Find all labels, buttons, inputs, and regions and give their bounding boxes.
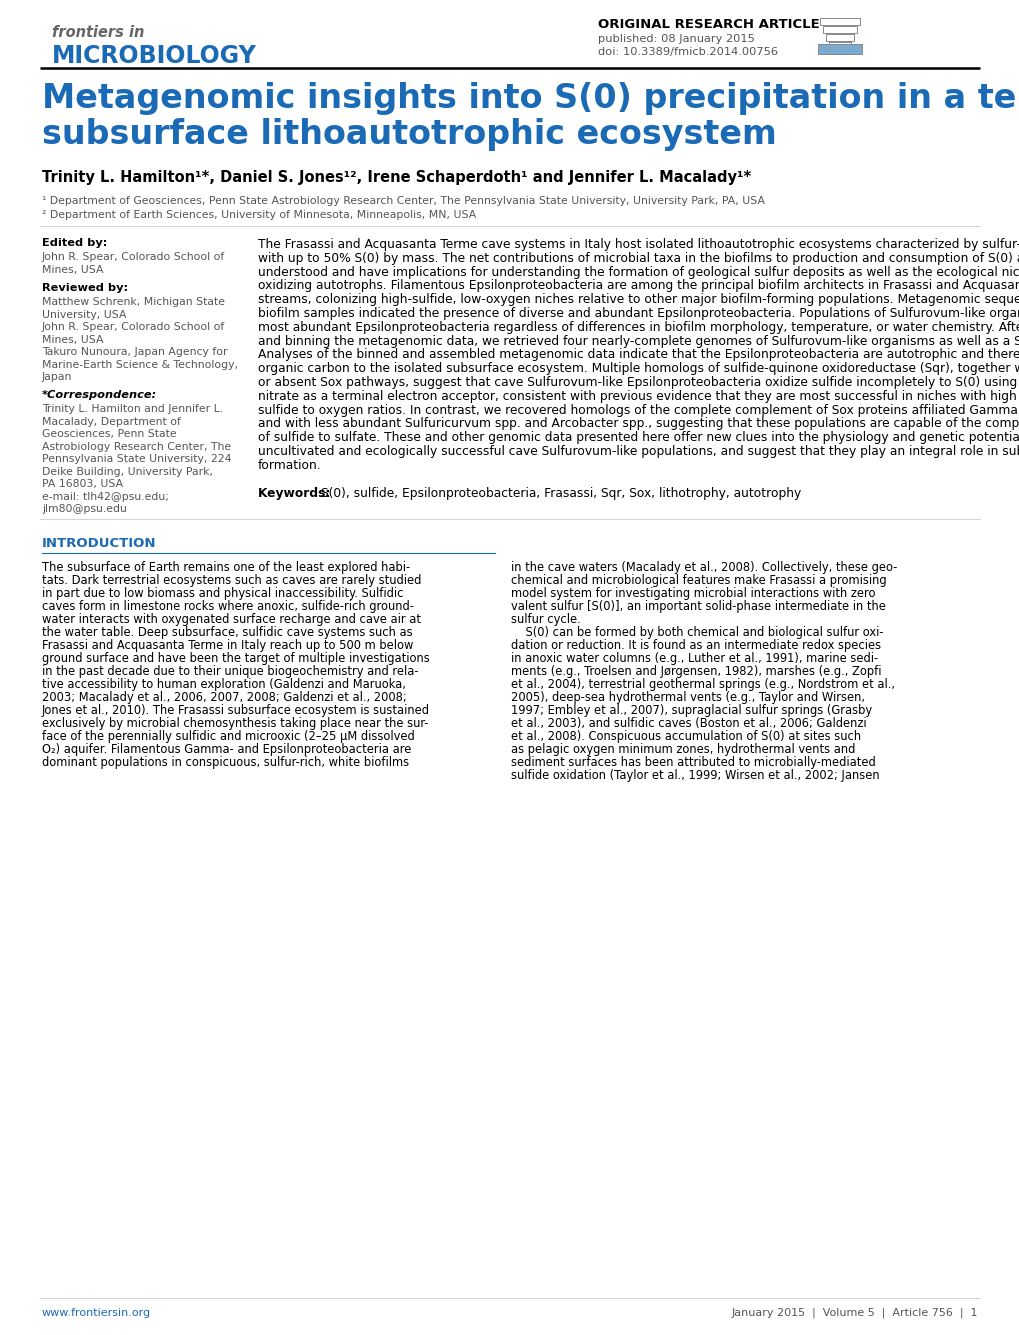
Text: Trinity L. Hamilton¹*, Daniel S. Jones¹², Irene Schaperdoth¹ and Jennifer L. Mac: Trinity L. Hamilton¹*, Daniel S. Jones¹²… (42, 170, 751, 186)
Text: jlm80@psu.edu: jlm80@psu.edu (42, 505, 126, 514)
Text: most abundant Epsilonproteobacteria regardless of differences in biofilm morphol: most abundant Epsilonproteobacteria rega… (258, 320, 1019, 334)
Bar (822, 25, 856, 33)
Text: sulfide oxidation (Taylor et al., 1999; Wirsen et al., 2002; Jansen: sulfide oxidation (Taylor et al., 1999; … (511, 769, 878, 781)
Text: Geosciences, Penn State: Geosciences, Penn State (42, 430, 176, 439)
Text: sediment surfaces has been attributed to microbially-mediated: sediment surfaces has been attributed to… (511, 756, 875, 769)
Text: Mines, USA: Mines, USA (42, 264, 103, 275)
Text: ² Department of Earth Sciences, University of Minnesota, Minneapolis, MN, USA: ² Department of Earth Sciences, Universi… (42, 210, 476, 220)
Text: understood and have implications for understanding the formation of geological s: understood and have implications for und… (258, 266, 1019, 279)
Text: of sulfide to sulfate. These and other genomic data presented here offer new clu: of sulfide to sulfate. These and other g… (258, 431, 1019, 445)
Text: oxidizing autotrophs. Filamentous Epsilonproteobacteria are among the principal : oxidizing autotrophs. Filamentous Epsilo… (258, 279, 1019, 292)
Text: S(0) can be formed by both chemical and biological sulfur oxi-: S(0) can be formed by both chemical and … (511, 626, 882, 638)
Bar (825, 33, 853, 41)
Text: valent sulfur [S(0)], an important solid-phase intermediate in the: valent sulfur [S(0)], an important solid… (511, 599, 886, 613)
Bar (817, 44, 861, 53)
Text: John R. Spear, Colorado School of: John R. Spear, Colorado School of (42, 322, 225, 332)
Text: e-mail: tlh42@psu.edu;: e-mail: tlh42@psu.edu; (42, 493, 169, 502)
Text: in the past decade due to their unique biogeochemistry and rela-: in the past decade due to their unique b… (42, 665, 418, 678)
Text: Trinity L. Hamilton and Jennifer L.: Trinity L. Hamilton and Jennifer L. (42, 405, 223, 414)
Text: doi: 10.3389/fmicb.2014.00756: doi: 10.3389/fmicb.2014.00756 (597, 47, 777, 57)
Text: in the cave waters (Macalady et al., 2008). Collectively, these geo-: in the cave waters (Macalady et al., 200… (511, 561, 897, 574)
Text: subsurface lithoautotrophic ecosystem: subsurface lithoautotrophic ecosystem (42, 117, 776, 151)
Text: January 2015  |  Volume 5  |  Article 756  |  1: January 2015 | Volume 5 | Article 756 | … (731, 1308, 977, 1319)
Bar (828, 41, 850, 49)
Text: PA 16803, USA: PA 16803, USA (42, 479, 123, 490)
Text: ORIGINAL RESEARCH ARTICLE: ORIGINAL RESEARCH ARTICLE (597, 17, 819, 31)
Text: frontiers in: frontiers in (52, 25, 145, 40)
Text: ¹ Department of Geosciences, Penn State Astrobiology Research Center, The Pennsy: ¹ Department of Geosciences, Penn State … (42, 196, 764, 206)
Text: Deike Building, University Park,: Deike Building, University Park, (42, 467, 213, 477)
Text: uncultivated and ecologically successful cave Sulfurovum-like populations, and s: uncultivated and ecologically successful… (258, 445, 1019, 458)
Text: formation.: formation. (258, 459, 321, 471)
Text: sulfide to oxygen ratios. In contrast, we recovered homologs of the complete com: sulfide to oxygen ratios. In contrast, w… (258, 403, 1019, 417)
Text: 1997; Embley et al., 2007), supraglacial sulfur springs (Grasby: 1997; Embley et al., 2007), supraglacial… (511, 704, 871, 717)
Text: and with less abundant Sulfuricurvum spp. and Arcobacter spp., suggesting that t: and with less abundant Sulfuricurvum spp… (258, 418, 1019, 430)
Text: et al., 2008). Conspicuous accumulation of S(0) at sites such: et al., 2008). Conspicuous accumulation … (511, 730, 860, 742)
Text: O₂) aquifer. Filamentous Gamma- and Epsilonproteobacteria are: O₂) aquifer. Filamentous Gamma- and Epsi… (42, 742, 411, 756)
Text: nitrate as a terminal electron acceptor, consistent with previous evidence that : nitrate as a terminal electron acceptor,… (258, 390, 1019, 403)
Text: water interacts with oxygenated surface recharge and cave air at: water interacts with oxygenated surface … (42, 613, 421, 626)
Text: dation or reduction. It is found as an intermediate redox species: dation or reduction. It is found as an i… (511, 638, 880, 651)
Text: tats. Dark terrestrial ecosystems such as caves are rarely studied: tats. Dark terrestrial ecosystems such a… (42, 574, 421, 586)
Text: Mines, USA: Mines, USA (42, 335, 103, 344)
Text: and binning the metagenomic data, we retrieved four nearly-complete genomes of S: and binning the metagenomic data, we ret… (258, 335, 1019, 347)
Text: Japan: Japan (42, 372, 72, 382)
Text: www.frontiersin.org: www.frontiersin.org (42, 1308, 151, 1318)
Text: MICROBIOLOGY: MICROBIOLOGY (52, 44, 257, 68)
Text: the water table. Deep subsurface, sulfidic cave systems such as: the water table. Deep subsurface, sulfid… (42, 626, 413, 638)
Text: et al., 2003), and sulfidic caves (Boston et al., 2006; Galdenzi: et al., 2003), and sulfidic caves (Bosto… (511, 717, 866, 730)
Text: University, USA: University, USA (42, 310, 126, 319)
Text: face of the perennially sulfidic and microoxic (2–25 μM dissolved: face of the perennially sulfidic and mic… (42, 730, 415, 742)
Text: caves form in limestone rocks where anoxic, sulfide-rich ground-: caves form in limestone rocks where anox… (42, 599, 414, 613)
Text: Pennsylvania State University, 224: Pennsylvania State University, 224 (42, 454, 231, 465)
Text: ments (e.g., Troelsen and Jørgensen, 1982), marshes (e.g., Zopfi: ments (e.g., Troelsen and Jørgensen, 198… (511, 665, 880, 678)
Text: tive accessibility to human exploration (Galdenzi and Maruoka,: tive accessibility to human exploration … (42, 678, 406, 690)
Text: Jones et al., 2010). The Frasassi subsurface ecosystem is sustained: Jones et al., 2010). The Frasassi subsur… (42, 704, 430, 717)
Text: The subsurface of Earth remains one of the least explored habi-: The subsurface of Earth remains one of t… (42, 561, 410, 574)
Text: Takuro Nunoura, Japan Agency for: Takuro Nunoura, Japan Agency for (42, 347, 227, 356)
Text: model system for investigating microbial interactions with zero: model system for investigating microbial… (511, 586, 874, 599)
Text: Matthew Schrenk, Michigan State: Matthew Schrenk, Michigan State (42, 296, 225, 307)
Text: sulfur cycle.: sulfur cycle. (511, 613, 580, 626)
Text: Astrobiology Research Center, The: Astrobiology Research Center, The (42, 442, 231, 453)
Text: et al., 2004), terrestrial geothermal springs (e.g., Nordstrom et al.,: et al., 2004), terrestrial geothermal sp… (511, 678, 894, 690)
Text: S(0), sulfide, Epsilonproteobacteria, Frasassi, Sqr, Sox, lithotrophy, autotroph: S(0), sulfide, Epsilonproteobacteria, Fr… (321, 486, 801, 499)
Text: biofilm samples indicated the presence of diverse and abundant Epsilonproteobact: biofilm samples indicated the presence o… (258, 307, 1019, 320)
Text: streams, colonizing high-sulfide, low-oxygen niches relative to other major biof: streams, colonizing high-sulfide, low-ox… (258, 294, 1019, 306)
Text: Metagenomic insights into S(0) precipitation in a terrestrial: Metagenomic insights into S(0) precipita… (42, 81, 1019, 115)
Text: Reviewed by:: Reviewed by: (42, 283, 128, 292)
Text: published: 08 January 2015: published: 08 January 2015 (597, 33, 754, 44)
Text: *Correspondence:: *Correspondence: (42, 391, 157, 400)
Text: Keywords:: Keywords: (258, 486, 334, 499)
Text: organic carbon to the isolated subsurface ecosystem. Multiple homologs of sulfid: organic carbon to the isolated subsurfac… (258, 362, 1019, 375)
Text: 2003; Macalady et al., 2006, 2007, 2008; Galdenzi et al., 2008;: 2003; Macalady et al., 2006, 2007, 2008;… (42, 690, 407, 704)
Text: The Frasassi and Acquasanta Terme cave systems in Italy host isolated lithoautot: The Frasassi and Acquasanta Terme cave s… (258, 238, 1019, 251)
Text: chemical and microbiological features make Frasassi a promising: chemical and microbiological features ma… (511, 574, 886, 586)
Text: Macalady, Department of: Macalady, Department of (42, 417, 180, 427)
Text: Frasassi and Acquasanta Terme in Italy reach up to 500 m below: Frasassi and Acquasanta Terme in Italy r… (42, 638, 413, 651)
Text: or absent Sox pathways, suggest that cave Sulfurovum-like Epsilonproteobacteria : or absent Sox pathways, suggest that cav… (258, 376, 1019, 388)
Text: in part due to low biomass and physical inaccessibility. Sulfidic: in part due to low biomass and physical … (42, 586, 404, 599)
Text: in anoxic water columns (e.g., Luther et al., 1991), marine sedi-: in anoxic water columns (e.g., Luther et… (511, 651, 877, 665)
Text: John R. Spear, Colorado School of: John R. Spear, Colorado School of (42, 252, 225, 262)
Text: exclusively by microbial chemosynthesis taking place near the sur-: exclusively by microbial chemosynthesis … (42, 717, 428, 730)
Text: Edited by:: Edited by: (42, 238, 107, 248)
Text: dominant populations in conspicuous, sulfur-rich, white biofilms: dominant populations in conspicuous, sul… (42, 756, 409, 769)
Text: 2005), deep-sea hydrothermal vents (e.g., Taylor and Wirsen,: 2005), deep-sea hydrothermal vents (e.g.… (511, 690, 864, 704)
Text: Analyses of the binned and assembled metagenomic data indicate that the Epsilonp: Analyses of the binned and assembled met… (258, 348, 1019, 362)
Bar (819, 17, 859, 25)
Text: as pelagic oxygen minimum zones, hydrothermal vents and: as pelagic oxygen minimum zones, hydroth… (511, 742, 855, 756)
Text: ground surface and have been the target of multiple investigations: ground surface and have been the target … (42, 651, 429, 665)
Text: with up to 50% S(0) by mass. The net contributions of microbial taxa in the biof: with up to 50% S(0) by mass. The net con… (258, 252, 1019, 264)
Text: Marine-Earth Science & Technology,: Marine-Earth Science & Technology, (42, 359, 237, 370)
Text: INTRODUCTION: INTRODUCTION (42, 537, 156, 550)
